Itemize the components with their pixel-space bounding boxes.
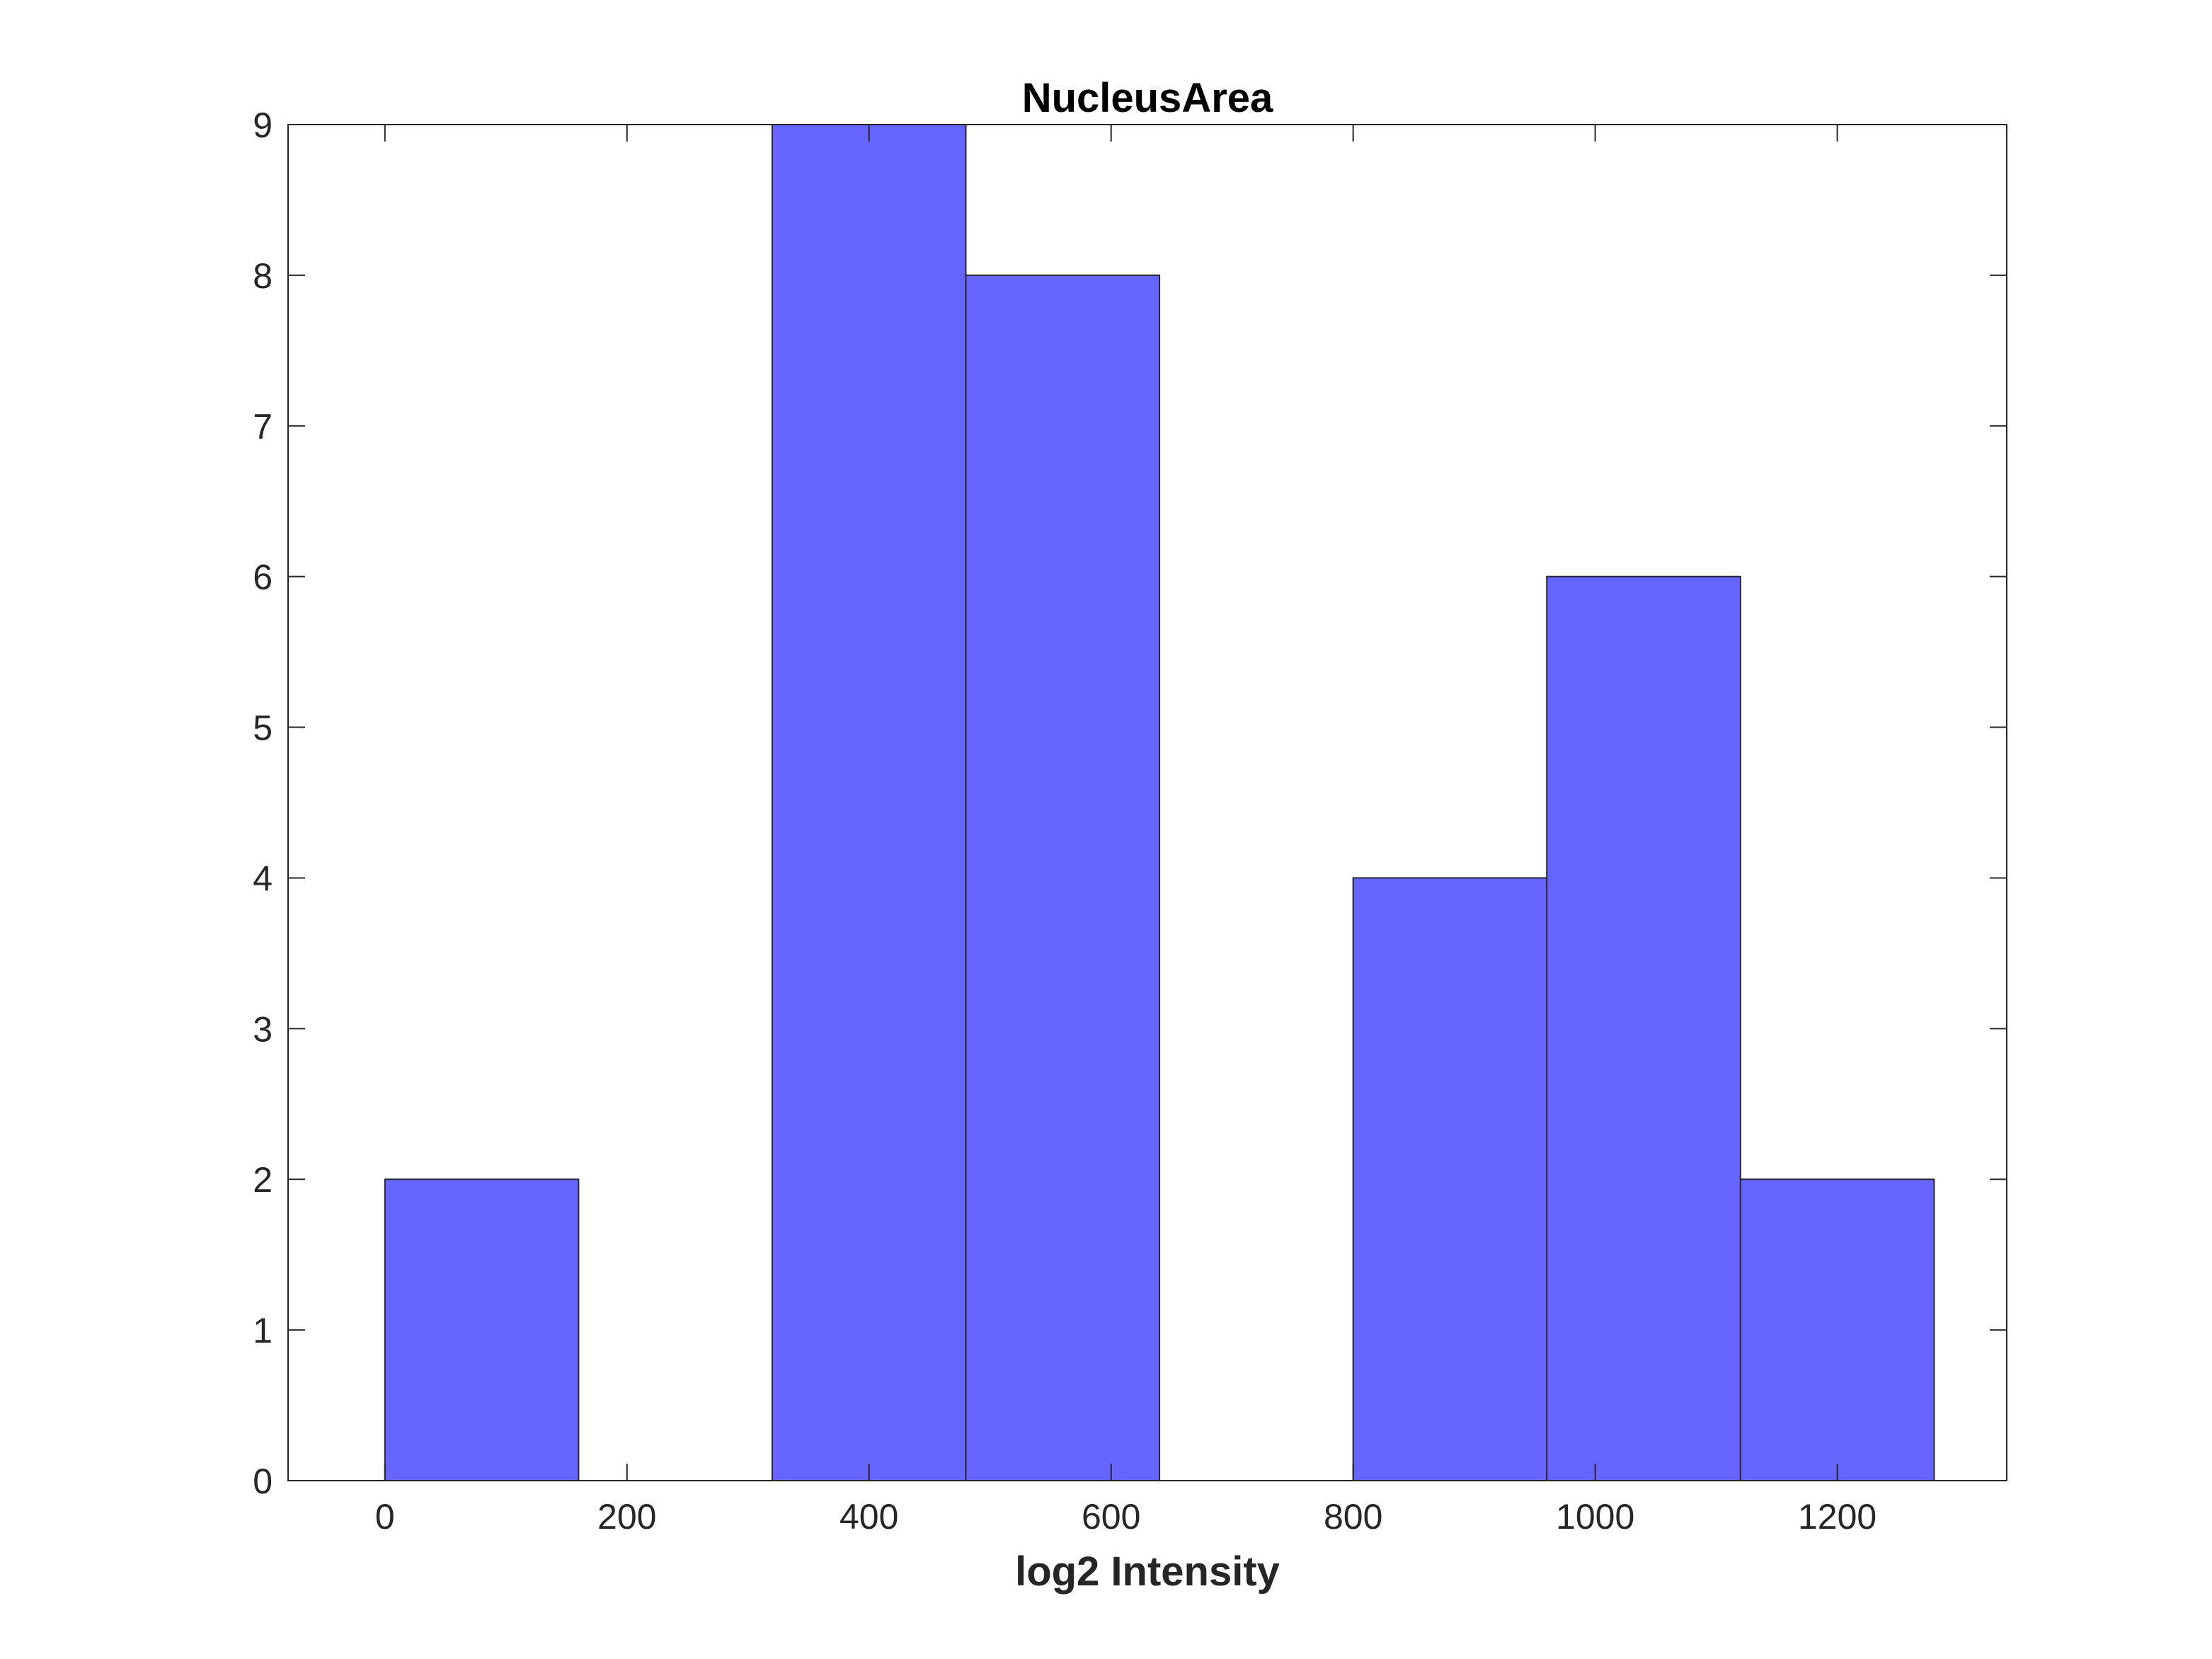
histogram-bars <box>384 124 1935 1482</box>
chart-title: NucleusArea <box>1022 75 1273 121</box>
y-tick-label: 4 <box>253 859 273 898</box>
x-axis-title: log2 Intensity <box>1015 1549 1280 1595</box>
y-tick-label: 6 <box>253 558 273 597</box>
y-tick-label: 0 <box>253 1462 273 1501</box>
histogram-bar <box>1739 1178 1935 1481</box>
histogram-bar <box>1546 575 1741 1482</box>
y-tick-label: 8 <box>253 256 273 296</box>
y-tick-label: 2 <box>253 1160 273 1200</box>
x-tick-label: 1200 <box>1798 1497 1876 1537</box>
y-tick-label: 1 <box>253 1311 273 1350</box>
x-axis-ticks: 0 200 400 600 800 1000 1200 <box>375 125 1876 1537</box>
histogram-bar <box>771 124 967 1481</box>
histogram-bar <box>384 1178 580 1481</box>
x-tick-label: 0 <box>375 1497 395 1537</box>
histogram-bar <box>1352 877 1548 1481</box>
histogram-bar <box>965 274 1161 1481</box>
x-tick-label: 400 <box>839 1497 898 1537</box>
y-tick-label: 3 <box>253 1009 273 1049</box>
axes-box <box>287 124 2007 1481</box>
y-tick-label: 7 <box>253 407 273 447</box>
x-tick-label: 600 <box>1082 1497 1140 1537</box>
x-tick-label: 800 <box>1324 1497 1382 1537</box>
y-tick-label: 5 <box>253 708 273 748</box>
y-axis-ticks: 0 1 2 3 4 5 6 7 8 9 <box>253 105 2007 1501</box>
x-tick-label: 200 <box>597 1497 656 1537</box>
y-tick-label: 9 <box>253 105 273 145</box>
x-tick-label: 1000 <box>1556 1497 1634 1537</box>
